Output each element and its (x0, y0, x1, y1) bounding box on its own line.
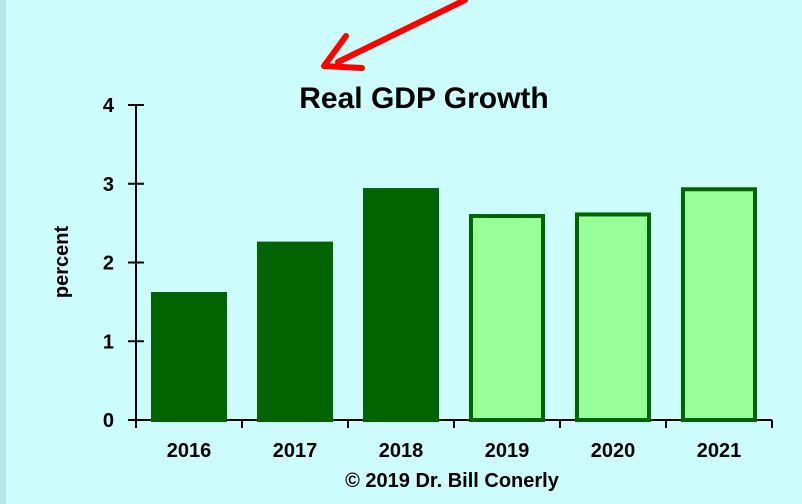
y-tick-label: 4 (103, 95, 115, 117)
bar-2016 (151, 292, 227, 422)
arrow-head (321, 33, 365, 71)
panel-left-edge (0, 0, 6, 504)
bar-series (151, 187, 757, 422)
arrow-shaft (335, 0, 468, 65)
y-tick-label: 3 (103, 174, 114, 196)
copyright-credit: © 2019 Dr. Bill Conerly (345, 470, 560, 492)
bar-2018 (363, 188, 439, 422)
x-tick-label: 2020 (591, 440, 636, 462)
y-tick-label: 0 (103, 410, 114, 432)
x-axis: 2016 2017 2018 2019 2020 2021 (128, 419, 773, 462)
x-tick-label: 2021 (697, 440, 742, 462)
bar-2020 (575, 212, 651, 422)
y-axis-label: percent (51, 226, 73, 299)
bar-2017 (257, 241, 333, 422)
x-tick-label: 2017 (273, 440, 318, 462)
y-tick-label: 1 (103, 331, 114, 353)
y-axis: 0 1 2 3 4 (103, 95, 144, 432)
bar-2021 (681, 187, 757, 422)
bar-2019 (469, 214, 545, 422)
annotation-arrow (321, 0, 468, 71)
y-tick-label: 2 (103, 253, 114, 275)
x-tick-label: 2016 (167, 440, 212, 462)
x-tick-label: 2019 (485, 440, 530, 462)
chart-title: Real GDP Growth (299, 82, 549, 115)
x-tick-label: 2018 (379, 440, 424, 462)
